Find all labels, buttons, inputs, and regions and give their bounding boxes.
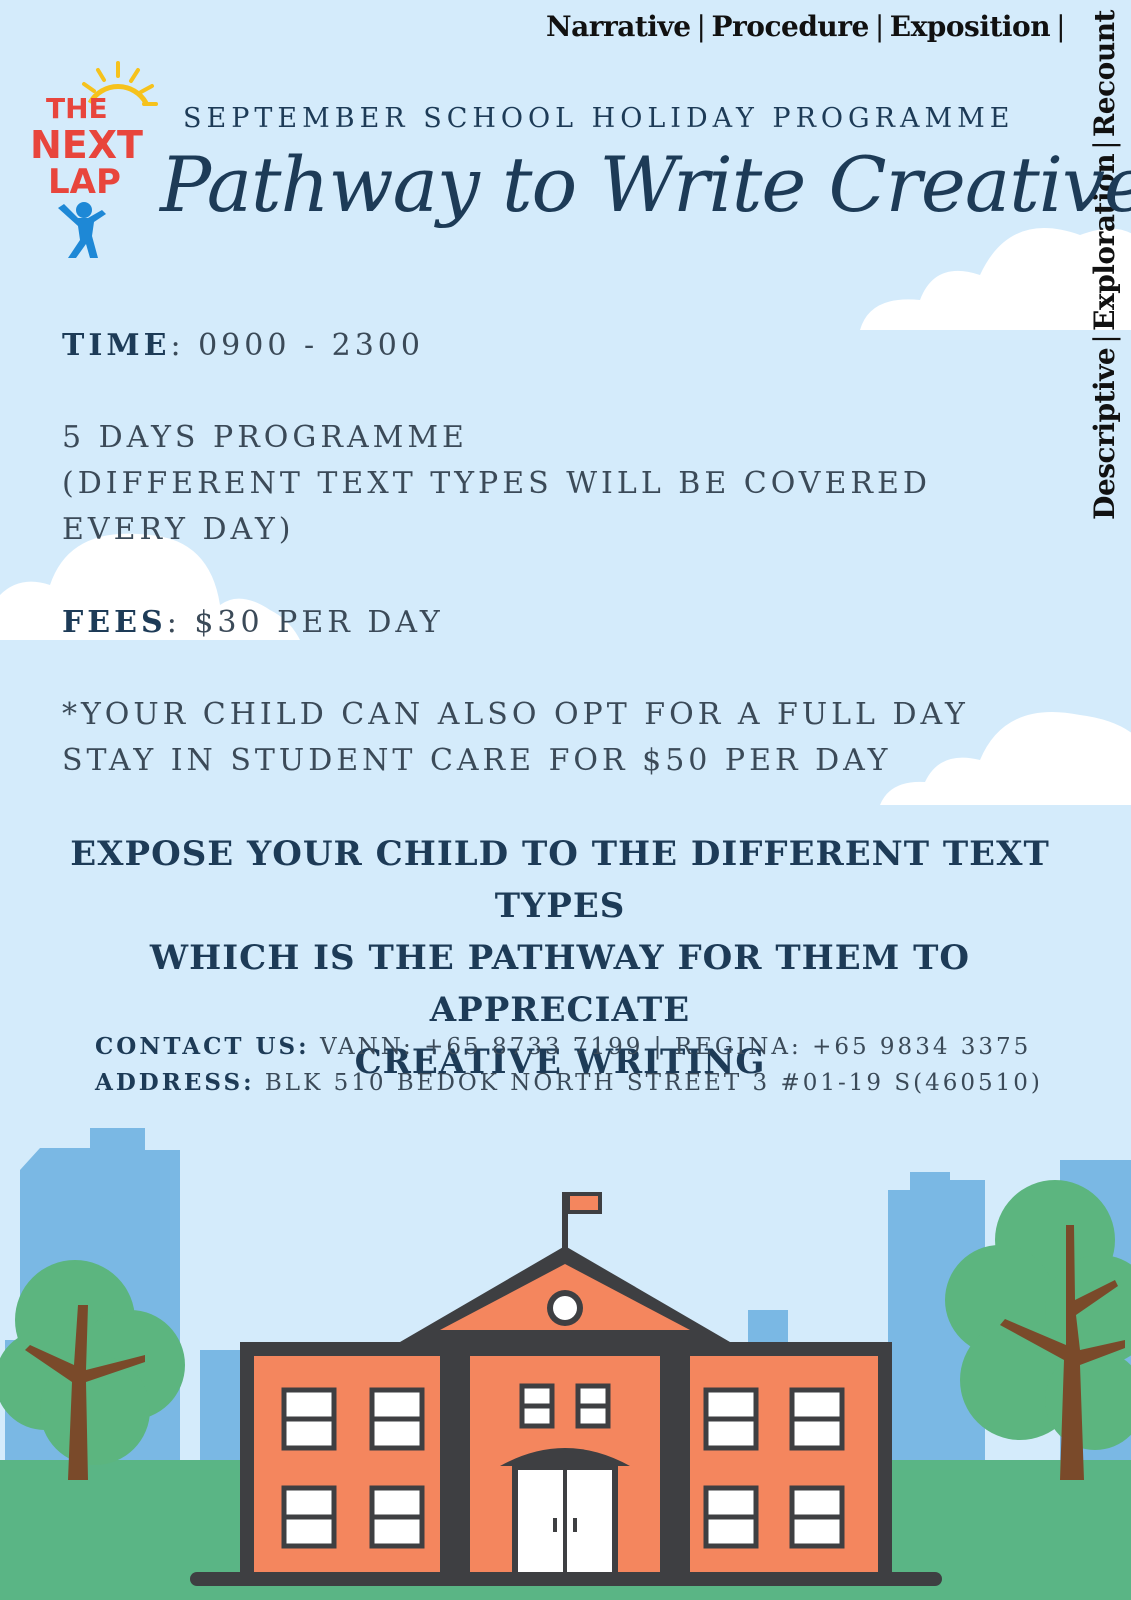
school-building: [190, 1246, 942, 1586]
address-row: ADDRESS: BLK 510 BEDOK NORTH STREET 3 #0…: [95, 1069, 1043, 1096]
address-label: ADDRESS:: [95, 1069, 255, 1096]
tree-left-icon: [0, 1260, 185, 1480]
note-line-2: STAY IN STUDENT CARE FOR $50 PER DAY: [62, 743, 892, 778]
sun-icon: [82, 61, 158, 106]
text-types-top: Narrative | Procedure | Exposition |: [546, 10, 1071, 43]
tagline-line-3: CREATIVE WRITING: [354, 1042, 766, 1082]
text-type-exposition: Exposition: [889, 10, 1051, 43]
text-type-procedure: Procedure: [711, 10, 869, 43]
cloud-left: [0, 533, 300, 640]
separator: |: [874, 10, 884, 43]
logo-line1: THE: [46, 92, 108, 125]
programme-line-1: 5 DAYS PROGRAMME: [62, 420, 468, 455]
logo-line3: LAP: [48, 162, 121, 202]
programme-line-2: (DIFFERENT TEXT TYPES WILL BE COVERED: [62, 466, 931, 501]
flag-icon: [562, 1192, 602, 1252]
school-scene-illustration: [0, 1128, 1131, 1600]
text-types-side: Descriptive|Exploration|Recount: [1085, 10, 1125, 520]
fees-value: : $30 PER DAY: [166, 605, 444, 640]
programme-line-3: EVERY DAY): [62, 512, 295, 547]
fees-label: FEES: [62, 605, 167, 640]
note-line-1: *YOUR CHILD CAN ALSO OPT FOR A FULL DAY: [62, 697, 969, 732]
text-type-recount: Recount: [1088, 10, 1121, 137]
contact-value: VANN: +65 8733 7199 | REGINA: +65 9834 3…: [309, 1034, 1032, 1060]
text-type-narrative: Narrative: [545, 10, 691, 43]
tagline: EXPOSE YOUR CHILD TO THE DIFFERENT TEXT …: [40, 828, 1080, 1088]
time-value: : 0900 - 2300: [170, 328, 424, 363]
address-value: BLK 510 BEDOK NORTH STREET 3 #01-19 S(46…: [254, 1070, 1043, 1096]
text-type-descriptive: Descriptive: [1088, 347, 1121, 520]
person-icon: [58, 202, 106, 258]
separator: |: [1056, 10, 1065, 43]
fees-row: FEES: $30 PER DAY: [62, 600, 444, 646]
separator: |: [1088, 334, 1121, 344]
tree-right-icon: [945, 1180, 1131, 1480]
logo-line2: NEXT: [30, 123, 143, 167]
the-next-lap-logo: THE NEXT LAP: [30, 61, 158, 258]
programme-subtitle: SEPTEMBER SCHOOL HOLIDAY PROGRAMME: [183, 103, 1015, 134]
cloud-mid-right: [880, 712, 1131, 805]
tagline-line-2: WHICH IS THE PATHWAY FOR THEM TO APPRECI…: [149, 938, 971, 1030]
time-row: TIME: 0900 - 2300: [62, 323, 424, 369]
tagline-line-1: EXPOSE YOUR CHILD TO THE DIFFERENT TEXT …: [70, 834, 1050, 926]
cloud-top-right: [860, 228, 1131, 330]
contact-row: CONTACT US: VANN: +65 8733 7199 | REGINA…: [95, 1033, 1031, 1060]
time-label: TIME: [62, 328, 171, 363]
contact-label: CONTACT US:: [95, 1033, 310, 1060]
separator: |: [696, 10, 706, 43]
page-title: Pathway to Write Creatively: [160, 140, 1131, 229]
